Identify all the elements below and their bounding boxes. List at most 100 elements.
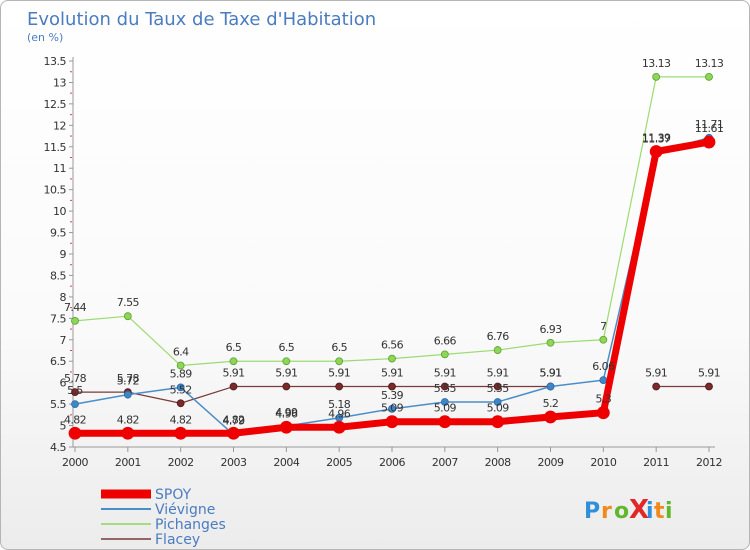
y-tick-label: 13 <box>53 76 66 89</box>
data-point <box>705 382 713 391</box>
data-label: 4.79 <box>222 415 245 428</box>
data-point <box>332 420 346 434</box>
logo-letter: i <box>665 499 673 524</box>
x-tick-label: 2005 <box>326 456 352 469</box>
data-point <box>388 354 396 363</box>
data-point <box>652 382 661 391</box>
data-label: 5.09 <box>381 402 404 415</box>
data-point <box>123 312 132 321</box>
legend-label: Flacey <box>155 532 200 548</box>
data-point <box>652 72 661 81</box>
data-label: 5.91 <box>275 367 297 380</box>
data-label: 5.91 <box>698 367 720 380</box>
data-point <box>440 398 449 406</box>
data-point <box>176 361 185 370</box>
data-label: 4.99 <box>275 406 298 419</box>
data-label: 11.37 <box>642 132 671 145</box>
data-label: 5.91 <box>539 367 561 380</box>
data-labels: 4.82 4.82 4.82 4.82 4.96 4.96 5.09 5.09 5.09 5.2 5… <box>64 57 724 428</box>
series-layer <box>68 72 716 440</box>
series-flacey <box>71 382 713 408</box>
data-point <box>493 382 502 391</box>
data-label: 5.2 <box>543 397 559 410</box>
data-label: 5.89 <box>170 367 193 380</box>
logo-letter: o <box>614 499 629 524</box>
y-tick-label: 6.5 <box>50 355 66 368</box>
series-line <box>74 385 552 404</box>
data-label: 5.91 <box>539 367 561 380</box>
data-label: 13.13 <box>695 57 724 70</box>
data-label: 7 <box>600 320 607 333</box>
y-tick-label: 7 <box>60 334 67 347</box>
data-label: 5.91 <box>381 367 403 380</box>
y-tick-label: 5 <box>60 420 67 433</box>
data-label: 6.5 <box>226 341 242 354</box>
data-label: 5.3 <box>595 393 611 406</box>
data-label: 5.52 <box>170 383 192 396</box>
data-label: 6.4 <box>173 346 189 359</box>
data-label: 4.82 <box>222 413 244 426</box>
y-tick-label: 6 <box>60 377 67 390</box>
data-label: 5.39 <box>381 389 404 402</box>
x-tick-label: 2012 <box>696 456 722 469</box>
data-label: 5.18 <box>328 398 351 411</box>
data-label: 5.5 <box>67 384 83 397</box>
data-point <box>335 357 344 366</box>
data-label: 11.71 <box>695 118 724 131</box>
data-point <box>596 406 610 420</box>
data-point <box>546 382 555 391</box>
data-label: 4.96 <box>328 407 351 420</box>
data-label: 6.93 <box>539 323 562 336</box>
series-line <box>74 76 710 367</box>
data-point <box>388 404 396 413</box>
series-pichanges <box>71 72 713 370</box>
data-label: 7.44 <box>64 301 87 314</box>
y-tick-label: 11.5 <box>44 141 67 154</box>
logo-letter: X <box>629 495 649 525</box>
data-point <box>388 382 396 391</box>
data-point <box>440 350 449 359</box>
data-label: 6.56 <box>381 339 404 352</box>
data-label: 4.96 <box>275 407 298 420</box>
data-point <box>599 335 608 344</box>
data-label: 6.5 <box>278 341 294 354</box>
x-tick-label: 2007 <box>432 456 458 469</box>
x-tick-label: 2003 <box>221 456 247 469</box>
data-point <box>491 415 505 429</box>
data-point <box>335 382 344 391</box>
legend-label: Viévigne <box>155 502 215 518</box>
x-tick-label: 2006 <box>379 456 405 469</box>
data-label: 5.91 <box>222 367 244 380</box>
y-tick-label: 5.5 <box>50 398 66 411</box>
data-point <box>546 338 555 347</box>
data-point <box>174 426 188 440</box>
data-label: 4.82 <box>64 413 86 426</box>
x-tick-label: 2004 <box>273 456 299 469</box>
data-point <box>493 346 502 354</box>
data-label: 5.72 <box>117 375 139 388</box>
data-point <box>229 382 238 391</box>
data-point <box>123 390 132 399</box>
legend-label: Pichanges <box>155 517 226 533</box>
y-tick-label: 10 <box>53 205 66 218</box>
data-label: 6.5 <box>331 341 347 354</box>
data-point <box>71 388 79 397</box>
series-spoy <box>68 135 716 440</box>
data-point <box>385 415 399 429</box>
logo-letter: i <box>646 499 654 524</box>
data-label: 5.55 <box>434 382 457 395</box>
data-point <box>702 135 716 149</box>
data-label: 5.91 <box>645 367 667 380</box>
y-tick-label: 7.5 <box>50 312 66 325</box>
y-tick-label: 4.5 <box>50 441 66 454</box>
x-tick-label: 2010 <box>590 456 616 469</box>
data-label: 6.76 <box>487 330 510 343</box>
data-label: 6.66 <box>434 334 457 347</box>
logo-letter: r <box>601 499 612 524</box>
data-point <box>282 382 291 391</box>
data-point <box>176 399 185 408</box>
